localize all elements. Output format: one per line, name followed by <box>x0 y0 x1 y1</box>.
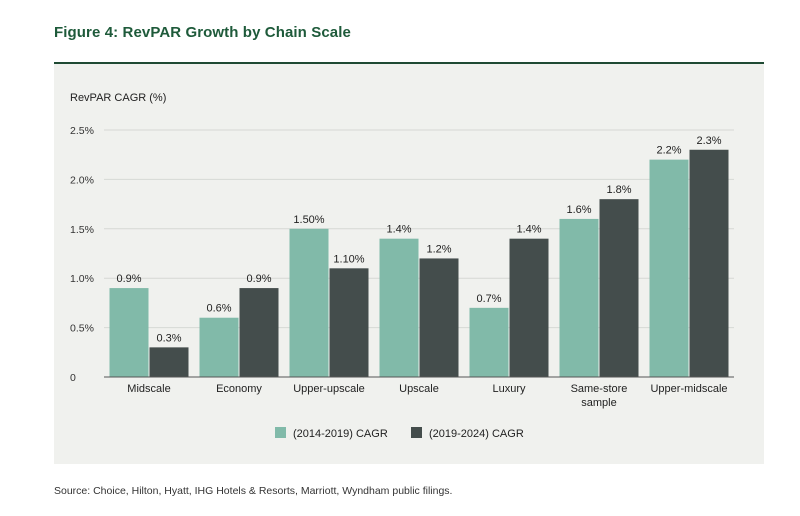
y-tick-label: 1.5% <box>70 224 94 236</box>
bar <box>509 238 549 377</box>
x-tick-label: Midscale <box>127 383 170 395</box>
data-label: 0.3% <box>156 332 181 344</box>
figure-title: Figure 4: RevPAR Growth by Chain Scale <box>54 24 351 41</box>
bar <box>559 218 599 377</box>
x-tick-labels: Midscale Economy Upper-upscale Upscale Luxur… <box>127 383 727 409</box>
y-tick-label: 2.0% <box>70 174 94 186</box>
x-tick-label: sample <box>581 397 616 409</box>
bar <box>109 288 149 377</box>
bar <box>289 228 329 377</box>
y-tick-label: 2.5% <box>70 125 94 137</box>
bar <box>599 199 639 377</box>
y-tick-label: 1.0% <box>70 273 94 285</box>
data-label: 1.10% <box>333 253 364 265</box>
legend-swatch <box>411 427 422 438</box>
y-tick-labels: 0 0.5% 1.0% 1.5% 2.0% 2.5% <box>70 125 94 384</box>
y-tick-label: 0.5% <box>70 323 94 335</box>
legend-label: (2014-2019) CAGR <box>293 428 388 440</box>
legend: (2014-2019) CAGR (2019-2024) CAGR <box>275 427 524 440</box>
bar <box>329 268 369 377</box>
x-tick-label: Same-store <box>571 383 628 395</box>
data-label: 1.50% <box>293 214 324 226</box>
data-label: 0.9% <box>116 273 141 285</box>
bar <box>419 258 459 377</box>
x-tick-label: Upper-upscale <box>293 383 365 395</box>
bar <box>649 159 689 377</box>
bar <box>199 317 239 377</box>
data-label: 2.2% <box>656 145 681 157</box>
data-label: 0.9% <box>246 273 271 285</box>
bar <box>239 288 279 377</box>
x-tick-label: Upscale <box>399 383 439 395</box>
bar <box>149 347 189 377</box>
legend-swatch <box>275 427 286 438</box>
data-label: 1.4% <box>516 224 541 236</box>
x-tick-label: Economy <box>216 383 262 395</box>
bar <box>469 307 509 377</box>
data-label: 1.6% <box>566 204 591 216</box>
value-labels: 0.9% 0.6% 1.50% 1.4% 0.7% 1.6% 2.2% 0.3% 0.9% 1.1… <box>116 135 721 345</box>
gridlines <box>104 129 734 329</box>
data-label: 2.3% <box>696 135 721 147</box>
legend-label: (2019-2024) CAGR <box>429 428 524 440</box>
source-note: Source: Choice, Hilton, Hyatt, IHG Hotel… <box>54 485 453 497</box>
data-label: 0.6% <box>206 303 231 315</box>
data-label: 1.4% <box>386 224 411 236</box>
x-tick-label: Luxury <box>492 383 526 395</box>
bar <box>689 149 729 377</box>
y-axis-title: RevPAR CAGR (%) <box>70 92 166 104</box>
data-label: 1.2% <box>426 243 451 255</box>
title-rule <box>54 62 764 64</box>
bars <box>109 149 729 377</box>
data-label: 1.8% <box>606 184 631 196</box>
bar <box>379 238 419 377</box>
x-tick-label: Upper-midscale <box>650 383 727 395</box>
y-tick-label: 0 <box>70 372 76 384</box>
data-label: 0.7% <box>476 293 501 305</box>
